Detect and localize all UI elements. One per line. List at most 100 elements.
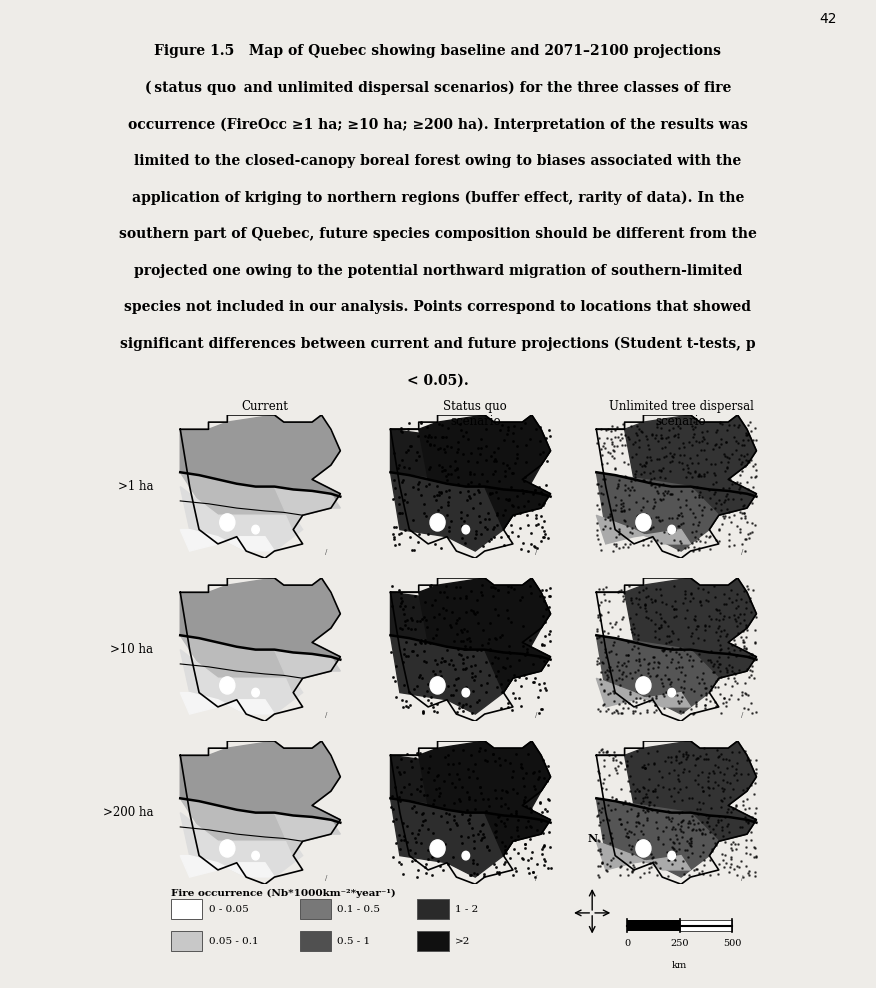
Point xyxy=(676,746,690,762)
Point xyxy=(487,520,501,535)
Point xyxy=(725,476,739,492)
Point xyxy=(597,758,611,774)
Point xyxy=(666,450,680,465)
Point xyxy=(676,704,690,720)
Point xyxy=(682,815,696,831)
Point xyxy=(475,431,489,447)
Point xyxy=(592,702,606,718)
Point xyxy=(618,477,632,493)
Point xyxy=(479,839,493,855)
Point xyxy=(616,539,630,555)
Point xyxy=(745,516,759,532)
Point xyxy=(469,757,483,773)
Point xyxy=(741,701,755,717)
Point xyxy=(479,803,493,819)
Point xyxy=(722,644,736,660)
Point xyxy=(525,503,539,519)
Point xyxy=(749,468,763,484)
Point xyxy=(442,821,456,837)
Point xyxy=(684,833,698,849)
Text: N: N xyxy=(587,833,597,844)
Point xyxy=(535,841,549,857)
Point xyxy=(682,763,696,779)
Polygon shape xyxy=(597,842,690,870)
Point xyxy=(646,500,660,516)
Point xyxy=(493,798,507,814)
Point xyxy=(625,824,639,840)
Point xyxy=(725,781,739,796)
Point xyxy=(592,655,606,671)
Point xyxy=(699,681,713,697)
Point xyxy=(533,794,548,810)
Point xyxy=(737,584,751,600)
Point xyxy=(714,496,728,512)
Point xyxy=(632,868,646,884)
Point xyxy=(739,425,753,441)
Point xyxy=(518,468,532,484)
Point xyxy=(694,688,708,703)
Point xyxy=(612,670,626,686)
Point xyxy=(490,506,504,522)
Point xyxy=(620,803,634,819)
Point xyxy=(666,819,680,835)
Point xyxy=(498,660,512,676)
Point xyxy=(653,427,668,443)
Point xyxy=(650,667,664,683)
Point xyxy=(673,782,687,797)
Point xyxy=(656,686,670,701)
Point xyxy=(456,702,470,718)
Point xyxy=(641,837,655,853)
Point xyxy=(641,537,655,553)
Text: limited to the closed-canopy boreal forest owing to biases associated with the: limited to the closed-canopy boreal fore… xyxy=(134,154,742,168)
Point xyxy=(468,606,482,621)
Point xyxy=(536,495,550,511)
Point xyxy=(631,683,645,699)
Point xyxy=(736,792,750,808)
Point xyxy=(598,664,612,680)
Point xyxy=(459,641,473,657)
Point xyxy=(737,449,751,464)
Point xyxy=(620,455,634,471)
Point xyxy=(610,438,624,453)
Point xyxy=(390,759,404,775)
Point xyxy=(491,582,505,598)
Point xyxy=(698,698,712,713)
Point xyxy=(422,476,436,492)
Point xyxy=(735,505,749,521)
Point xyxy=(397,832,411,848)
Point xyxy=(711,680,725,696)
Point xyxy=(512,691,526,706)
Point xyxy=(688,758,702,774)
Point xyxy=(604,802,618,818)
Point xyxy=(474,678,488,694)
Point xyxy=(639,598,653,614)
Point xyxy=(665,651,679,667)
Point xyxy=(410,445,424,460)
Point xyxy=(690,618,704,634)
Point xyxy=(746,582,760,598)
Point xyxy=(592,802,606,818)
Point xyxy=(538,615,552,630)
Point xyxy=(610,615,624,630)
Point xyxy=(505,497,519,513)
Point xyxy=(507,418,521,434)
Point xyxy=(651,654,665,670)
Point xyxy=(673,703,687,719)
Point xyxy=(692,466,706,482)
Point xyxy=(688,509,702,525)
Point xyxy=(722,533,736,548)
Point xyxy=(689,822,703,838)
Point xyxy=(618,821,632,837)
Point xyxy=(662,831,676,847)
Point xyxy=(392,789,406,805)
Point xyxy=(647,855,661,870)
Point xyxy=(521,493,535,509)
Point xyxy=(668,821,682,837)
Point xyxy=(447,590,461,606)
Point xyxy=(434,417,449,433)
Point xyxy=(725,659,739,675)
Point xyxy=(643,450,657,465)
Point xyxy=(668,523,682,538)
Point xyxy=(617,700,631,716)
Point xyxy=(625,693,639,708)
